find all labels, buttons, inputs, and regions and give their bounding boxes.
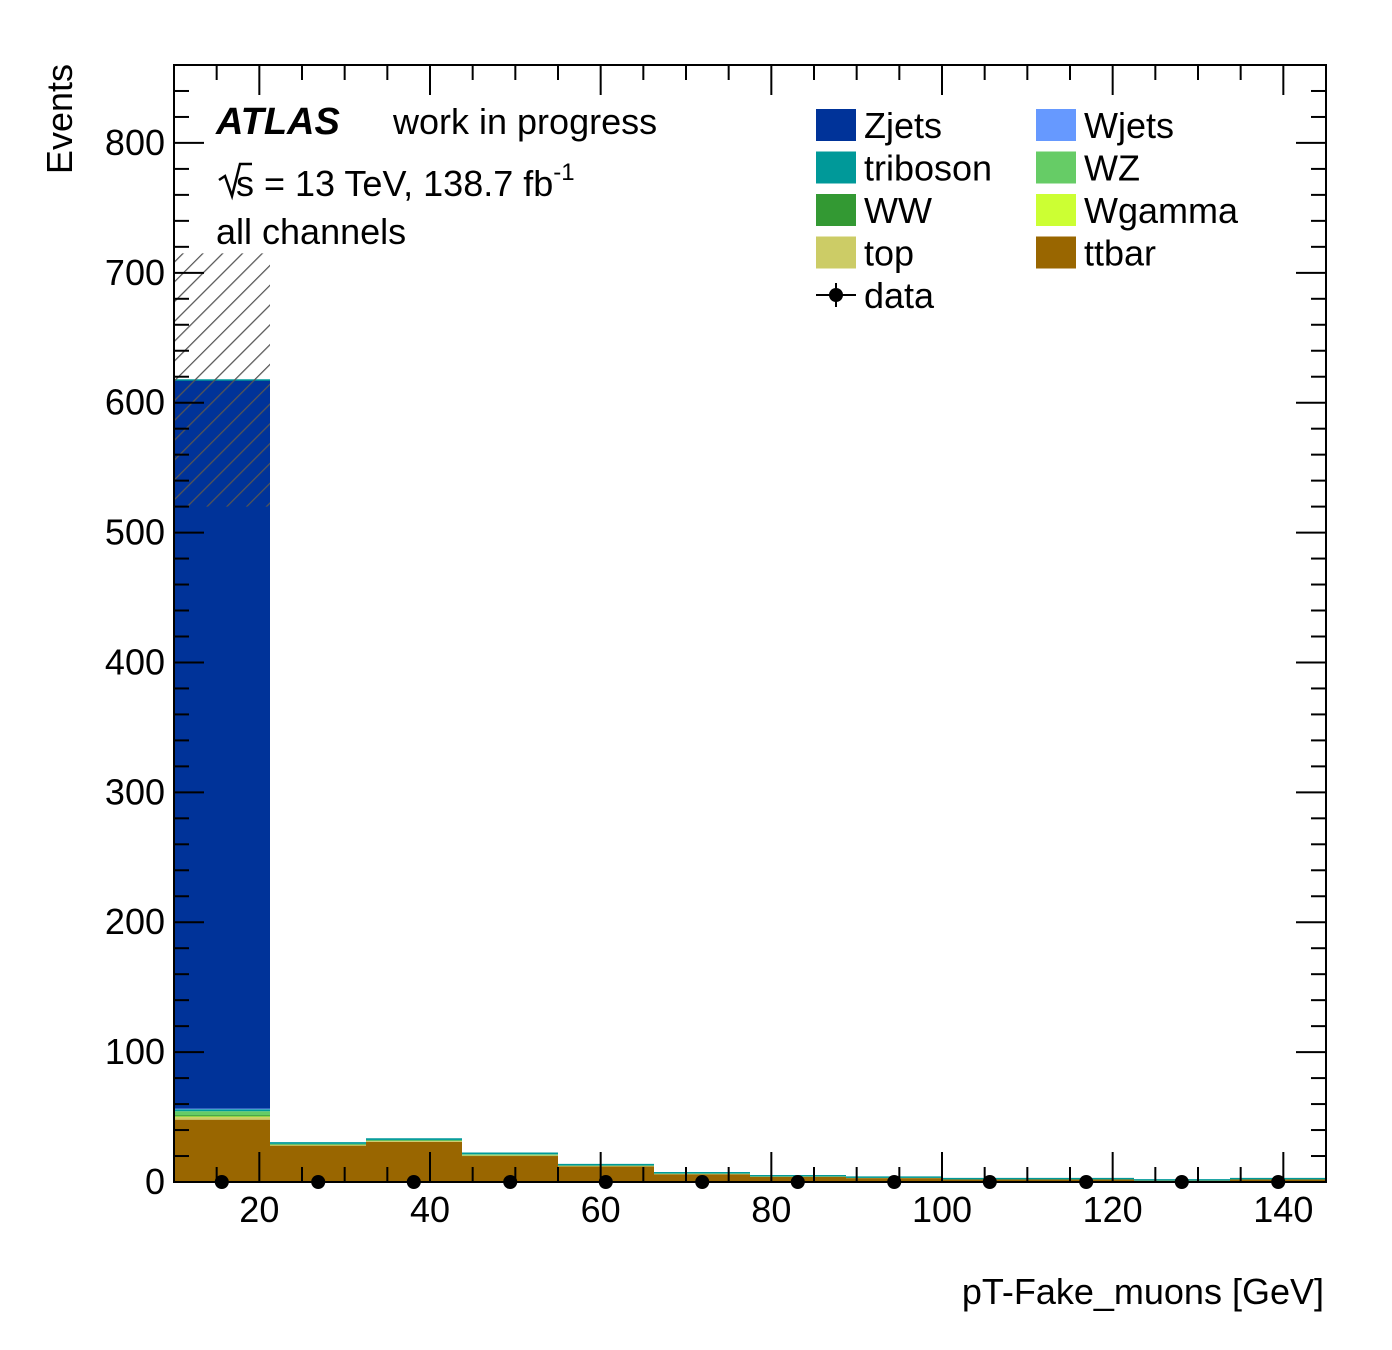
bar-wgamma-0: [174, 1116, 270, 1118]
bar-wz-2: [366, 1139, 462, 1141]
legend: Zjets Wjets triboson WZ WW Wgamma top ttbar data: [816, 105, 1239, 316]
legend-swatch-ttbar: [1036, 236, 1076, 269]
y-tick-label-100: 100: [105, 1031, 165, 1072]
legend-swatch-triboson: [816, 151, 856, 184]
legend-data-marker: [829, 288, 843, 302]
bar-wz-0: [174, 1111, 270, 1116]
y-tick-label-400: 400: [105, 641, 165, 682]
legend-label-triboson: triboson: [864, 148, 992, 189]
legend-swatch-zjets: [816, 109, 856, 141]
y-tick-label-200: 200: [105, 901, 165, 942]
x-tick-label-60: 60: [581, 1189, 621, 1230]
status-label: work in progress: [392, 101, 657, 142]
bar-ww-0: [174, 1115, 270, 1117]
energy-text: s = 13 TeV, 138.7 fb: [236, 163, 553, 204]
legend-swatch-wgamma: [1036, 194, 1076, 226]
bar-ttbar-0: [174, 1119, 270, 1182]
bar-ttbar-4: [558, 1166, 654, 1182]
bar-wjets-0: [174, 1108, 270, 1110]
y-tick-label-300: 300: [105, 771, 165, 812]
bar-triboson-0: [174, 1109, 270, 1112]
x-tick-label-20: 20: [239, 1189, 279, 1230]
bar-top-0: [174, 1117, 270, 1120]
bar-wz-3: [462, 1154, 558, 1155]
x-tick-label-40: 40: [410, 1189, 450, 1230]
y-tick-label-600: 600: [105, 382, 165, 423]
x-axis-title: pT-Fake_muons [GeV]: [962, 1271, 1324, 1312]
legend-label-wz: WZ: [1084, 148, 1140, 189]
atlas-label: ATLAS: [215, 101, 340, 143]
legend-label-wgamma: Wgamma: [1084, 190, 1239, 231]
legend-label-data: data: [864, 275, 935, 316]
legend-swatch-top: [816, 236, 856, 269]
uncertainty-hatch-0: [174, 253, 270, 507]
svg-text:s = 13 TeV, 138.7 fb-1: s = 13 TeV, 138.7 fb-1: [236, 159, 575, 204]
plot-frame: [173, 64, 1327, 1183]
stacked-bars: [174, 379, 1326, 1182]
luminosity-superscript: -1: [553, 159, 574, 186]
y-tick-labels: 0 100 200 300 400 500 600 700 800: [105, 122, 165, 1202]
y-tick-label-700: 700: [105, 252, 165, 293]
legend-label-ttbar: ttbar: [1084, 233, 1156, 274]
x-tick-label-80: 80: [751, 1189, 791, 1230]
bar-wz-1: [270, 1143, 366, 1145]
legend-label-top: top: [864, 233, 914, 274]
y-axis-title: Events: [39, 64, 80, 174]
legend-swatch-ww: [816, 194, 856, 226]
bar-top-3: [462, 1155, 558, 1157]
energy-label: s = 13 TeV, 138.7 fb-1: [218, 159, 575, 204]
x-tick-labels: 20 40 60 80 100 120 140: [239, 1189, 1313, 1230]
legend-label-ww: WW: [864, 190, 932, 231]
x-tick-label-100: 100: [912, 1189, 972, 1230]
legend-swatch-wjets: [1036, 109, 1076, 141]
bar-top-1: [270, 1144, 366, 1146]
legend-label-wjets: Wjets: [1084, 105, 1174, 146]
x-tick-label-140: 140: [1253, 1189, 1313, 1230]
y-tick-label-500: 500: [105, 512, 165, 553]
bar-top-2: [366, 1141, 462, 1142]
channels-label: all channels: [216, 211, 406, 252]
axis-ticks: [173, 64, 1327, 1183]
y-tick-label-800: 800: [105, 122, 165, 163]
y-tick-label-0: 0: [145, 1161, 165, 1202]
legend-label-zjets: Zjets: [864, 105, 942, 146]
legend-swatch-wz: [1036, 151, 1076, 184]
sqrt-sign-icon: [218, 162, 252, 201]
x-tick-label-120: 120: [1083, 1189, 1143, 1230]
uncertainty-band: [174, 253, 270, 507]
